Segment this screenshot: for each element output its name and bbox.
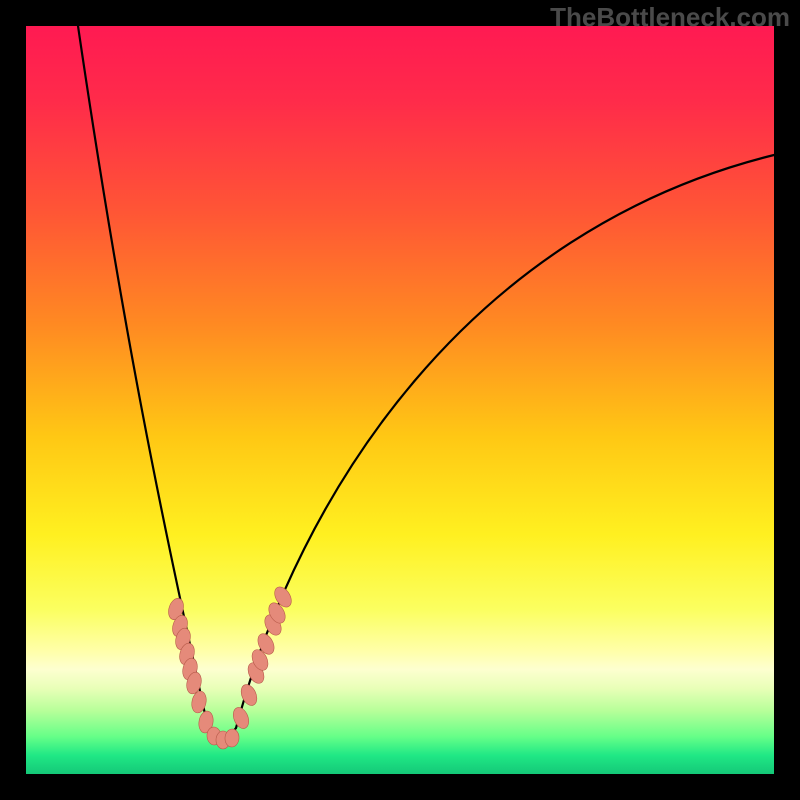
curve-left [78, 26, 208, 728]
curve-right [236, 155, 774, 728]
watermark-text: TheBottleneck.com [550, 2, 790, 33]
chart-root: TheBottleneck.com [0, 0, 800, 800]
chart-curve-layer [0, 0, 800, 800]
dot-right-1 [238, 682, 260, 708]
dots-group [166, 584, 295, 749]
dot-right-0 [230, 705, 251, 731]
